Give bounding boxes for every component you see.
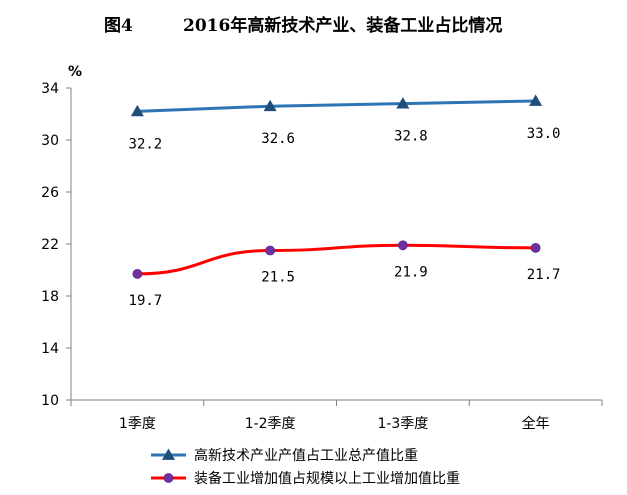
data-label: 32.2 <box>129 136 163 152</box>
data-label: 21.9 <box>394 264 428 280</box>
y-axis-unit: % <box>68 64 82 80</box>
x-tick-label: 1-2季度 <box>245 416 296 432</box>
data-label: 33.0 <box>527 126 561 142</box>
data-label: 32.8 <box>394 129 428 145</box>
series-1-point <box>263 99 277 112</box>
series-line-2 <box>137 243 536 276</box>
y-tick-label: 14 <box>41 341 59 357</box>
y-tick-label: 30 <box>41 133 59 149</box>
series-line-1 <box>137 99 536 113</box>
y-tick-label: 22 <box>41 237 59 253</box>
x-tick-label: 全年 <box>522 415 550 432</box>
data-label: 21.7 <box>527 267 561 283</box>
series-2-point <box>530 242 541 253</box>
data-label: 21.5 <box>261 270 295 286</box>
series-1-point <box>396 97 410 109</box>
plot-area: 10 14 18 22 26 30 34 1季度 1-2季度 1-3季度 全年 32.2 32.6 32.… <box>41 81 603 432</box>
legend-marker-circle <box>163 473 174 483</box>
series-1-point <box>130 104 144 117</box>
y-tick-label: 10 <box>41 393 59 409</box>
series-2-point <box>397 240 408 251</box>
legend-label-1: 高新技术产业产值占工业总产值比重 <box>194 447 418 464</box>
x-tick-label: 1季度 <box>119 416 156 432</box>
y-tick-label: 26 <box>41 185 59 201</box>
series-2-point <box>265 245 276 256</box>
chart-title: 2016年高新技术产业、装备工业占比情况 <box>183 15 502 36</box>
figure-label: 图4 <box>104 16 133 36</box>
series-1-point <box>529 94 543 106</box>
y-tick-label: 34 <box>41 81 59 97</box>
data-label: 19.7 <box>129 293 163 309</box>
y-tick-label: 18 <box>41 289 59 305</box>
x-tick-label: 1-3季度 <box>377 416 428 432</box>
legend-marker-triangle <box>162 448 175 460</box>
legend-label-2: 装备工业增加值占规模以上工业增加值比重 <box>194 470 460 487</box>
data-label: 32.6 <box>261 131 295 147</box>
series-2-point <box>132 268 143 279</box>
